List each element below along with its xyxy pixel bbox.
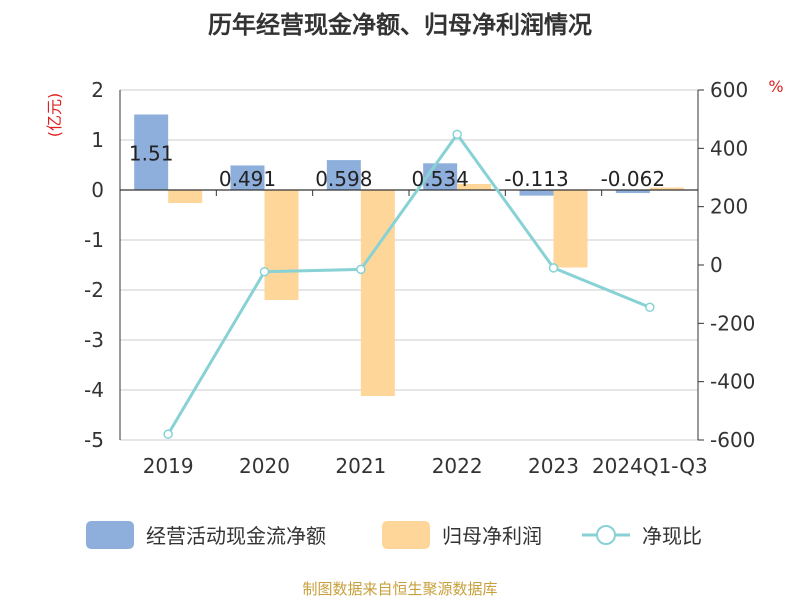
data-label-operating-cash: 0.534 [412, 167, 469, 191]
y-right-tick-label: -400 [710, 370, 755, 394]
y-right-tick-label: 400 [710, 136, 748, 160]
legend-label-ratio: 净现比 [642, 524, 702, 548]
bar-operating-cash [134, 114, 169, 190]
bars [134, 114, 684, 396]
bar-net-profit [457, 184, 492, 190]
x-tick-label: 2023 [528, 454, 579, 478]
source-note: 制图数据来自恒生聚源数据库 [302, 580, 497, 598]
y-axis-right-label: % [768, 77, 783, 96]
chart-title: 历年经营现金净额、归母净利润情况 [208, 11, 592, 39]
y-left-tick-label: 0 [91, 178, 104, 202]
x-tick-label: 2022 [432, 454, 483, 478]
grid-lines [120, 89, 698, 441]
y-right-tick-label: 600 [710, 78, 748, 102]
y-left-tick-label: 2 [91, 78, 104, 102]
point-ratio [259, 266, 270, 277]
bar-operating-cash [615, 190, 650, 194]
legend-label-net-profit: 归母净利润 [442, 524, 542, 548]
bar-operating-cash [230, 165, 265, 190]
ratio-line [163, 129, 655, 439]
legend-label-operating-cash: 经营活动现金流净额 [146, 524, 326, 548]
data-labels: 1.51 0.491 0.598 0.534 -0.113 -0.062 [129, 142, 665, 192]
point-ratio [645, 302, 655, 313]
y-right-tick-label: 200 [710, 195, 748, 219]
y-right-tick-label: 0 [710, 253, 723, 277]
bar-net-profit [360, 190, 395, 396]
point-ratio [356, 264, 366, 275]
bar-net-profit [649, 187, 684, 190]
y-right-tick-label: -200 [710, 311, 755, 335]
legend-marker-ratio [596, 525, 616, 545]
y-left-tick-label: -4 [84, 378, 104, 402]
point-ratio [548, 263, 559, 273]
x-tick-label: 2020 [239, 454, 290, 478]
axes: 2 1 0 -1 -2 -3 -4 -5 600 400 200 0 -200 -400 -600 2019 2… [84, 78, 755, 478]
y-left-tick-label: -3 [84, 328, 104, 352]
x-tick-label: 2019 [143, 454, 194, 478]
point-ratio [163, 429, 173, 439]
data-label-operating-cash: 0.491 [219, 167, 276, 191]
y-left-tick-label: -2 [84, 278, 104, 302]
legend: 经营活动现金流净额 归母净利润 净现比 [86, 521, 702, 549]
legend-swatch-operating-cash [86, 521, 134, 549]
bar-net-profit [168, 190, 203, 203]
y-axis-left-label: (亿元) [45, 93, 64, 138]
y-left-tick-label: -5 [84, 428, 104, 452]
data-label-operating-cash: -0.113 [504, 167, 568, 191]
x-tick-label: 2024Q1-Q3 [592, 454, 708, 478]
bar-net-profit [264, 190, 299, 300]
bar-operating-cash [326, 160, 361, 190]
bar-operating-cash [423, 163, 458, 190]
y-left-tick-label: 1 [91, 128, 104, 152]
y-left-tick-label: -1 [84, 228, 104, 252]
y-right-tick-label: -600 [710, 428, 755, 452]
data-label-operating-cash: -0.062 [601, 167, 665, 191]
data-label-operating-cash: 0.598 [315, 167, 372, 191]
data-label-operating-cash: 1.51 [129, 142, 174, 166]
line-ratio [166, 131, 651, 435]
bar-operating-cash [519, 190, 554, 196]
point-ratio [452, 129, 462, 140]
bar-net-profit [553, 190, 588, 268]
x-tick-label: 2021 [335, 454, 386, 478]
legend-swatch-net-profit [382, 521, 430, 549]
